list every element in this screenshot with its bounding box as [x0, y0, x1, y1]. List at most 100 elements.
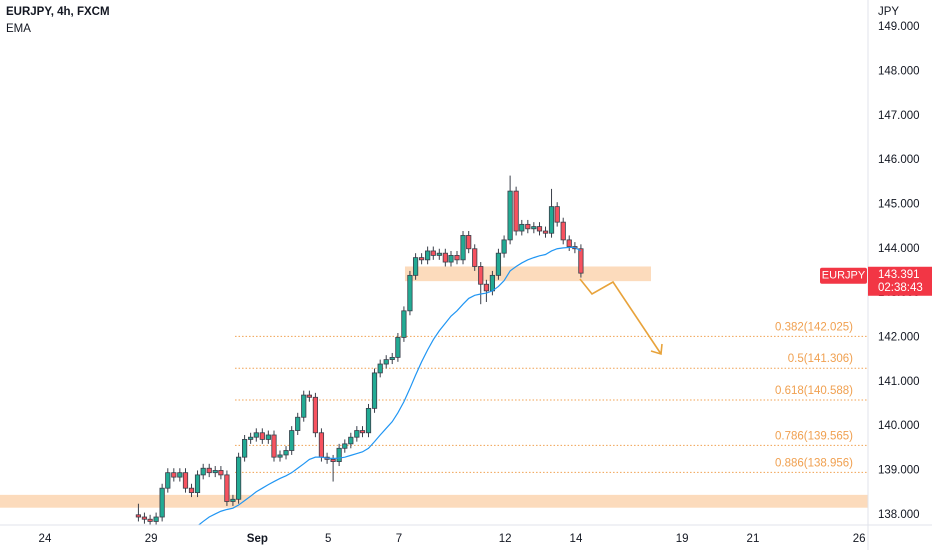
y-tick-label: 142.000 — [878, 331, 920, 343]
candle-body — [425, 250, 431, 261]
candle-body — [377, 363, 383, 374]
y-tick-label: 145.000 — [878, 198, 920, 210]
candle-body — [259, 432, 265, 440]
candle-body — [171, 472, 177, 478]
candle-body — [460, 235, 466, 261]
candle-body — [312, 396, 319, 434]
x-tick-label: 12 — [499, 533, 512, 545]
fib-levels: 0.382(142.025) 0.5(141.306) 0.618(140.588)… — [235, 321, 868, 473]
candle-body — [235, 456, 242, 500]
candle-body — [448, 255, 454, 263]
y-tick-label: 144.000 — [878, 243, 920, 255]
indicator-label: EMA — [6, 23, 31, 35]
x-tick-label: 19 — [676, 533, 689, 545]
y-tick-label: 147.000 — [878, 110, 920, 122]
x-tick-label: 5 — [325, 533, 331, 545]
candle-body — [265, 434, 271, 440]
arrow-head — [650, 343, 663, 356]
price-tag-box — [868, 266, 932, 296]
zones — [0, 266, 868, 508]
candle-body — [342, 443, 348, 449]
candle-body — [230, 498, 236, 502]
candle-body — [194, 474, 201, 494]
candle-body — [359, 430, 366, 434]
candle-body — [200, 467, 206, 476]
candle-body — [454, 255, 460, 261]
symbol-tag: EURJPY — [822, 270, 866, 282]
candle-body — [188, 487, 195, 494]
candle-body — [542, 230, 549, 234]
fib-label: 0.886(138.956) — [775, 457, 853, 469]
candle-body — [348, 436, 354, 445]
candle-body — [283, 450, 289, 456]
candle-body — [442, 252, 448, 263]
candle-body — [271, 434, 277, 458]
y-tick-label: 141.000 — [878, 376, 920, 388]
y-tick-label: 149.000 — [878, 21, 920, 33]
fib-label: 0.5(141.306) — [788, 353, 853, 365]
candle-body — [412, 257, 419, 276]
x-tick-label: Sep — [247, 533, 268, 545]
candle-body — [330, 458, 336, 462]
zone — [0, 494, 868, 508]
symbol-tag-box — [820, 267, 867, 284]
candle-body — [295, 416, 301, 431]
candle-body — [206, 467, 212, 474]
candle-body — [401, 310, 407, 338]
candle-body — [242, 439, 248, 458]
candle-body — [135, 514, 142, 518]
candle-body — [536, 226, 543, 232]
plot-area — [135, 175, 584, 525]
candle-body — [383, 359, 389, 365]
x-tick-label: 24 — [39, 533, 52, 545]
candle-body — [566, 239, 572, 247]
price-tag-countdown: 02:38:43 — [878, 282, 923, 294]
candle-body — [501, 239, 507, 254]
candle-body — [483, 283, 489, 292]
y-axis-label: JPY — [878, 6, 899, 18]
zone — [404, 266, 651, 282]
candle-body — [525, 223, 531, 230]
candle-body — [395, 337, 401, 358]
candle-body — [489, 274, 496, 292]
candle-body — [277, 454, 283, 458]
candle-body — [147, 518, 153, 522]
candle-body — [365, 407, 372, 434]
candle-body — [165, 472, 171, 489]
fib-label: 0.618(140.588) — [775, 385, 853, 397]
candle-body — [419, 257, 425, 261]
candle-body — [472, 248, 478, 267]
candle-body — [159, 487, 165, 518]
candle-body — [224, 474, 230, 502]
candle-body — [560, 221, 566, 241]
candle-body — [141, 516, 148, 520]
candle-body — [531, 226, 537, 230]
x-tick-label: 26 — [853, 533, 866, 545]
candle-body — [318, 432, 325, 458]
candle-body — [430, 250, 436, 256]
price-tag-value: 143.391 — [878, 269, 920, 281]
candle-body — [513, 190, 519, 232]
candle-body — [218, 470, 224, 476]
candle-body — [253, 432, 259, 438]
y-tick-label: 138.000 — [878, 509, 920, 521]
candle-body — [371, 372, 378, 409]
ema-line — [197, 246, 582, 525]
candle-body — [495, 252, 502, 276]
candle-body — [436, 252, 442, 256]
candle-body — [578, 248, 584, 274]
candle-body — [507, 190, 513, 241]
candle-body — [548, 206, 555, 234]
candle-body — [407, 274, 413, 312]
candle-body — [354, 430, 360, 438]
chart-title: EURJPY, 4h, FXCM — [6, 6, 110, 18]
candle-body — [248, 436, 254, 440]
projection-arrow — [579, 278, 663, 356]
fib-label: 0.382(142.025) — [775, 321, 853, 333]
candle-body — [554, 206, 560, 223]
x-tick-label: 14 — [570, 533, 583, 545]
candle-body — [301, 394, 307, 418]
x-tick-label: 29 — [145, 533, 158, 545]
